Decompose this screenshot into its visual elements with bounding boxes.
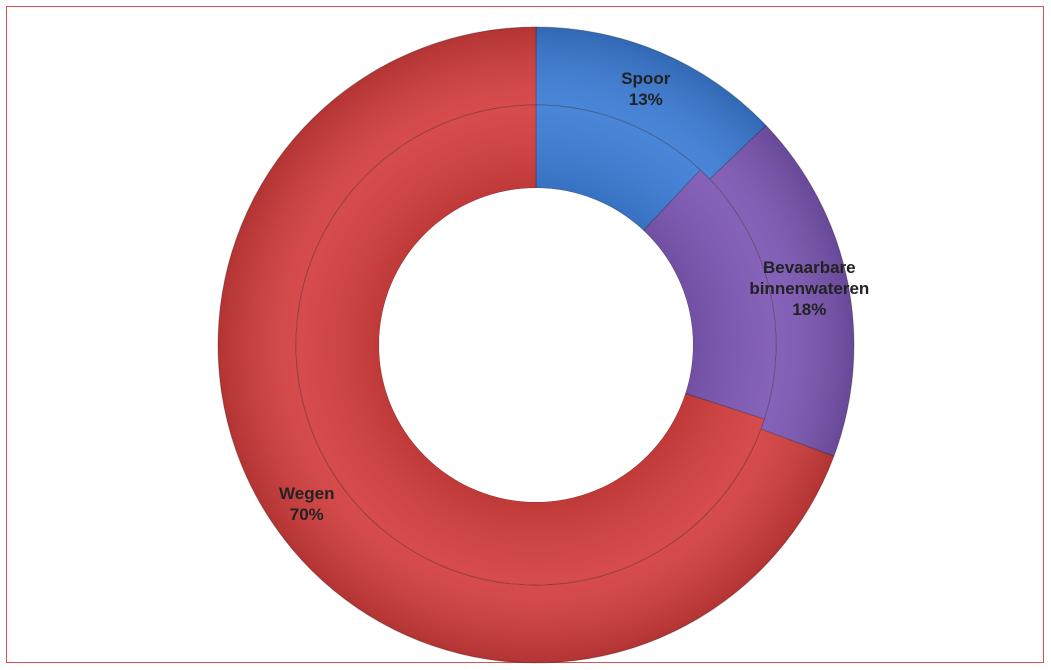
data-label: Bevaarbare binnenwateren 18%	[734, 257, 884, 321]
data-label: Spoor 13%	[621, 67, 670, 110]
category-label: Spoor	[621, 68, 671, 88]
category-label: Bevaarbare binnenwateren	[749, 258, 870, 299]
value-label: 18%	[792, 300, 827, 320]
category-label: Wegen	[279, 483, 335, 503]
value-label: 13%	[628, 89, 663, 109]
hole	[379, 188, 693, 502]
value-label: 70%	[289, 505, 324, 525]
data-label: Wegen 70%	[279, 483, 334, 526]
